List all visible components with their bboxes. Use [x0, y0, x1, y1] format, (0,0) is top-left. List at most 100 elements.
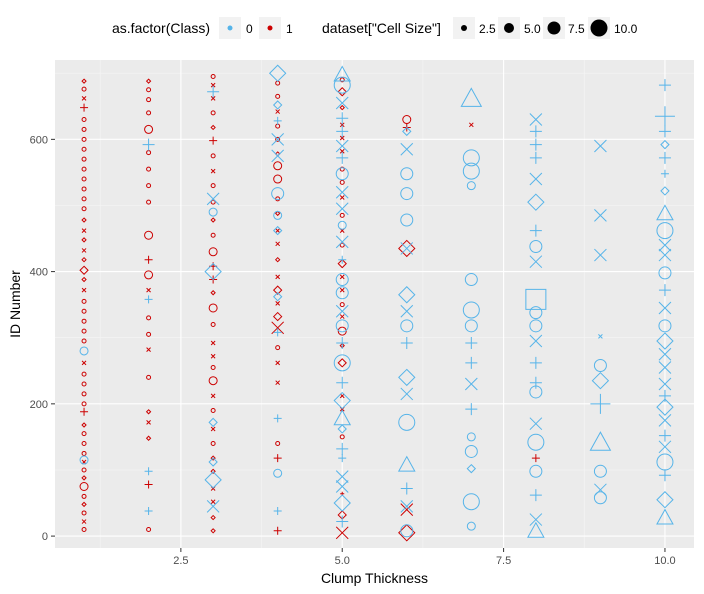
data-point: [529, 151, 542, 164]
data-point: [146, 315, 152, 321]
data-point: [337, 326, 347, 336]
data-point: [275, 360, 281, 366]
data-point: [339, 77, 345, 83]
data-point: [398, 286, 416, 304]
data-point: [400, 242, 414, 255]
data-point: [462, 493, 480, 511]
data-point: [81, 287, 87, 293]
data-point: [660, 186, 670, 196]
data-point: [338, 454, 347, 463]
data-point: [339, 179, 345, 185]
legend-size-label-3: 7.5: [568, 22, 585, 36]
data-point: [339, 166, 345, 172]
data-point: [204, 262, 222, 281]
data-point: [81, 519, 87, 524]
data-point: [462, 162, 480, 180]
data-point: [204, 471, 222, 489]
data-point: [206, 499, 220, 513]
data-point: [274, 210, 281, 217]
data-point: [335, 286, 349, 300]
data-point: [275, 136, 281, 142]
data-point: [146, 526, 152, 532]
data-point: [275, 93, 281, 99]
data-point: [400, 213, 414, 227]
data-point: [400, 499, 414, 513]
data-point: [81, 510, 87, 516]
data-point: [462, 149, 480, 167]
data-point: [400, 524, 414, 538]
legend-size-dot-3: [547, 21, 561, 35]
data-point: [273, 414, 282, 423]
data-point: [273, 210, 283, 220]
data-point: [210, 407, 216, 413]
data-point: [527, 193, 545, 211]
data-point: [339, 122, 345, 128]
data-point: [79, 346, 89, 356]
data-point: [466, 463, 477, 474]
y-tick-label: 200: [30, 399, 48, 411]
data-point: [81, 237, 87, 243]
data-point: [145, 435, 152, 441]
data-point: [464, 444, 478, 458]
data-point: [335, 202, 349, 216]
data-point: [81, 328, 87, 334]
data-point: [658, 319, 672, 333]
legend-size-dot-2: [504, 23, 514, 33]
data-point: [658, 79, 671, 92]
data-point: [339, 212, 345, 218]
data-point: [275, 241, 281, 247]
data-point: [658, 248, 672, 262]
data-point: [658, 125, 671, 138]
data-point: [81, 248, 87, 253]
data-point: [466, 181, 476, 191]
data-point: [144, 480, 153, 489]
data-point: [146, 347, 151, 352]
x-tick-label: 7.5: [496, 555, 511, 567]
data-point: [466, 432, 476, 442]
data-point: [593, 358, 607, 372]
legend-size-label-1: 2.5: [479, 22, 496, 36]
data-point: [210, 74, 216, 80]
data-point: [335, 304, 349, 318]
data-point: [81, 186, 87, 192]
data-point: [81, 401, 87, 407]
data-point: [272, 100, 283, 110]
data-point: [275, 274, 281, 280]
data-point: [146, 287, 151, 293]
data-point: [658, 284, 671, 297]
data-point: [81, 501, 87, 508]
data-point: [336, 125, 349, 138]
data-point: [339, 302, 345, 308]
data-point: [465, 337, 478, 350]
data-point: [339, 242, 345, 248]
data-point: [529, 172, 543, 186]
data-point: [144, 467, 153, 476]
legend-class-dot-1: [267, 25, 273, 31]
data-point: [210, 82, 216, 88]
data-point: [594, 248, 607, 262]
data-point: [210, 364, 216, 370]
data-point: [335, 96, 349, 110]
data-point: [400, 482, 413, 495]
data-point: [335, 470, 349, 483]
data-point: [210, 340, 216, 346]
data-point: [658, 440, 672, 454]
data-point: [337, 358, 347, 368]
data-point: [402, 126, 412, 137]
data-point: [335, 319, 349, 333]
data-point: [210, 124, 216, 131]
data-point: [402, 115, 412, 125]
data-point: [271, 321, 285, 335]
data-point: [272, 225, 283, 236]
data-point: [529, 113, 543, 126]
x-tick-label: 5.0: [335, 555, 350, 567]
data-point: [339, 135, 345, 141]
data-point: [81, 493, 87, 499]
data-point: [397, 455, 416, 472]
data-point: [333, 354, 351, 372]
data-point: [208, 417, 218, 428]
legend-size-label-4: 10.0: [614, 22, 638, 36]
data-point: [589, 431, 612, 451]
data-point: [339, 104, 345, 111]
data-point: [274, 256, 281, 263]
